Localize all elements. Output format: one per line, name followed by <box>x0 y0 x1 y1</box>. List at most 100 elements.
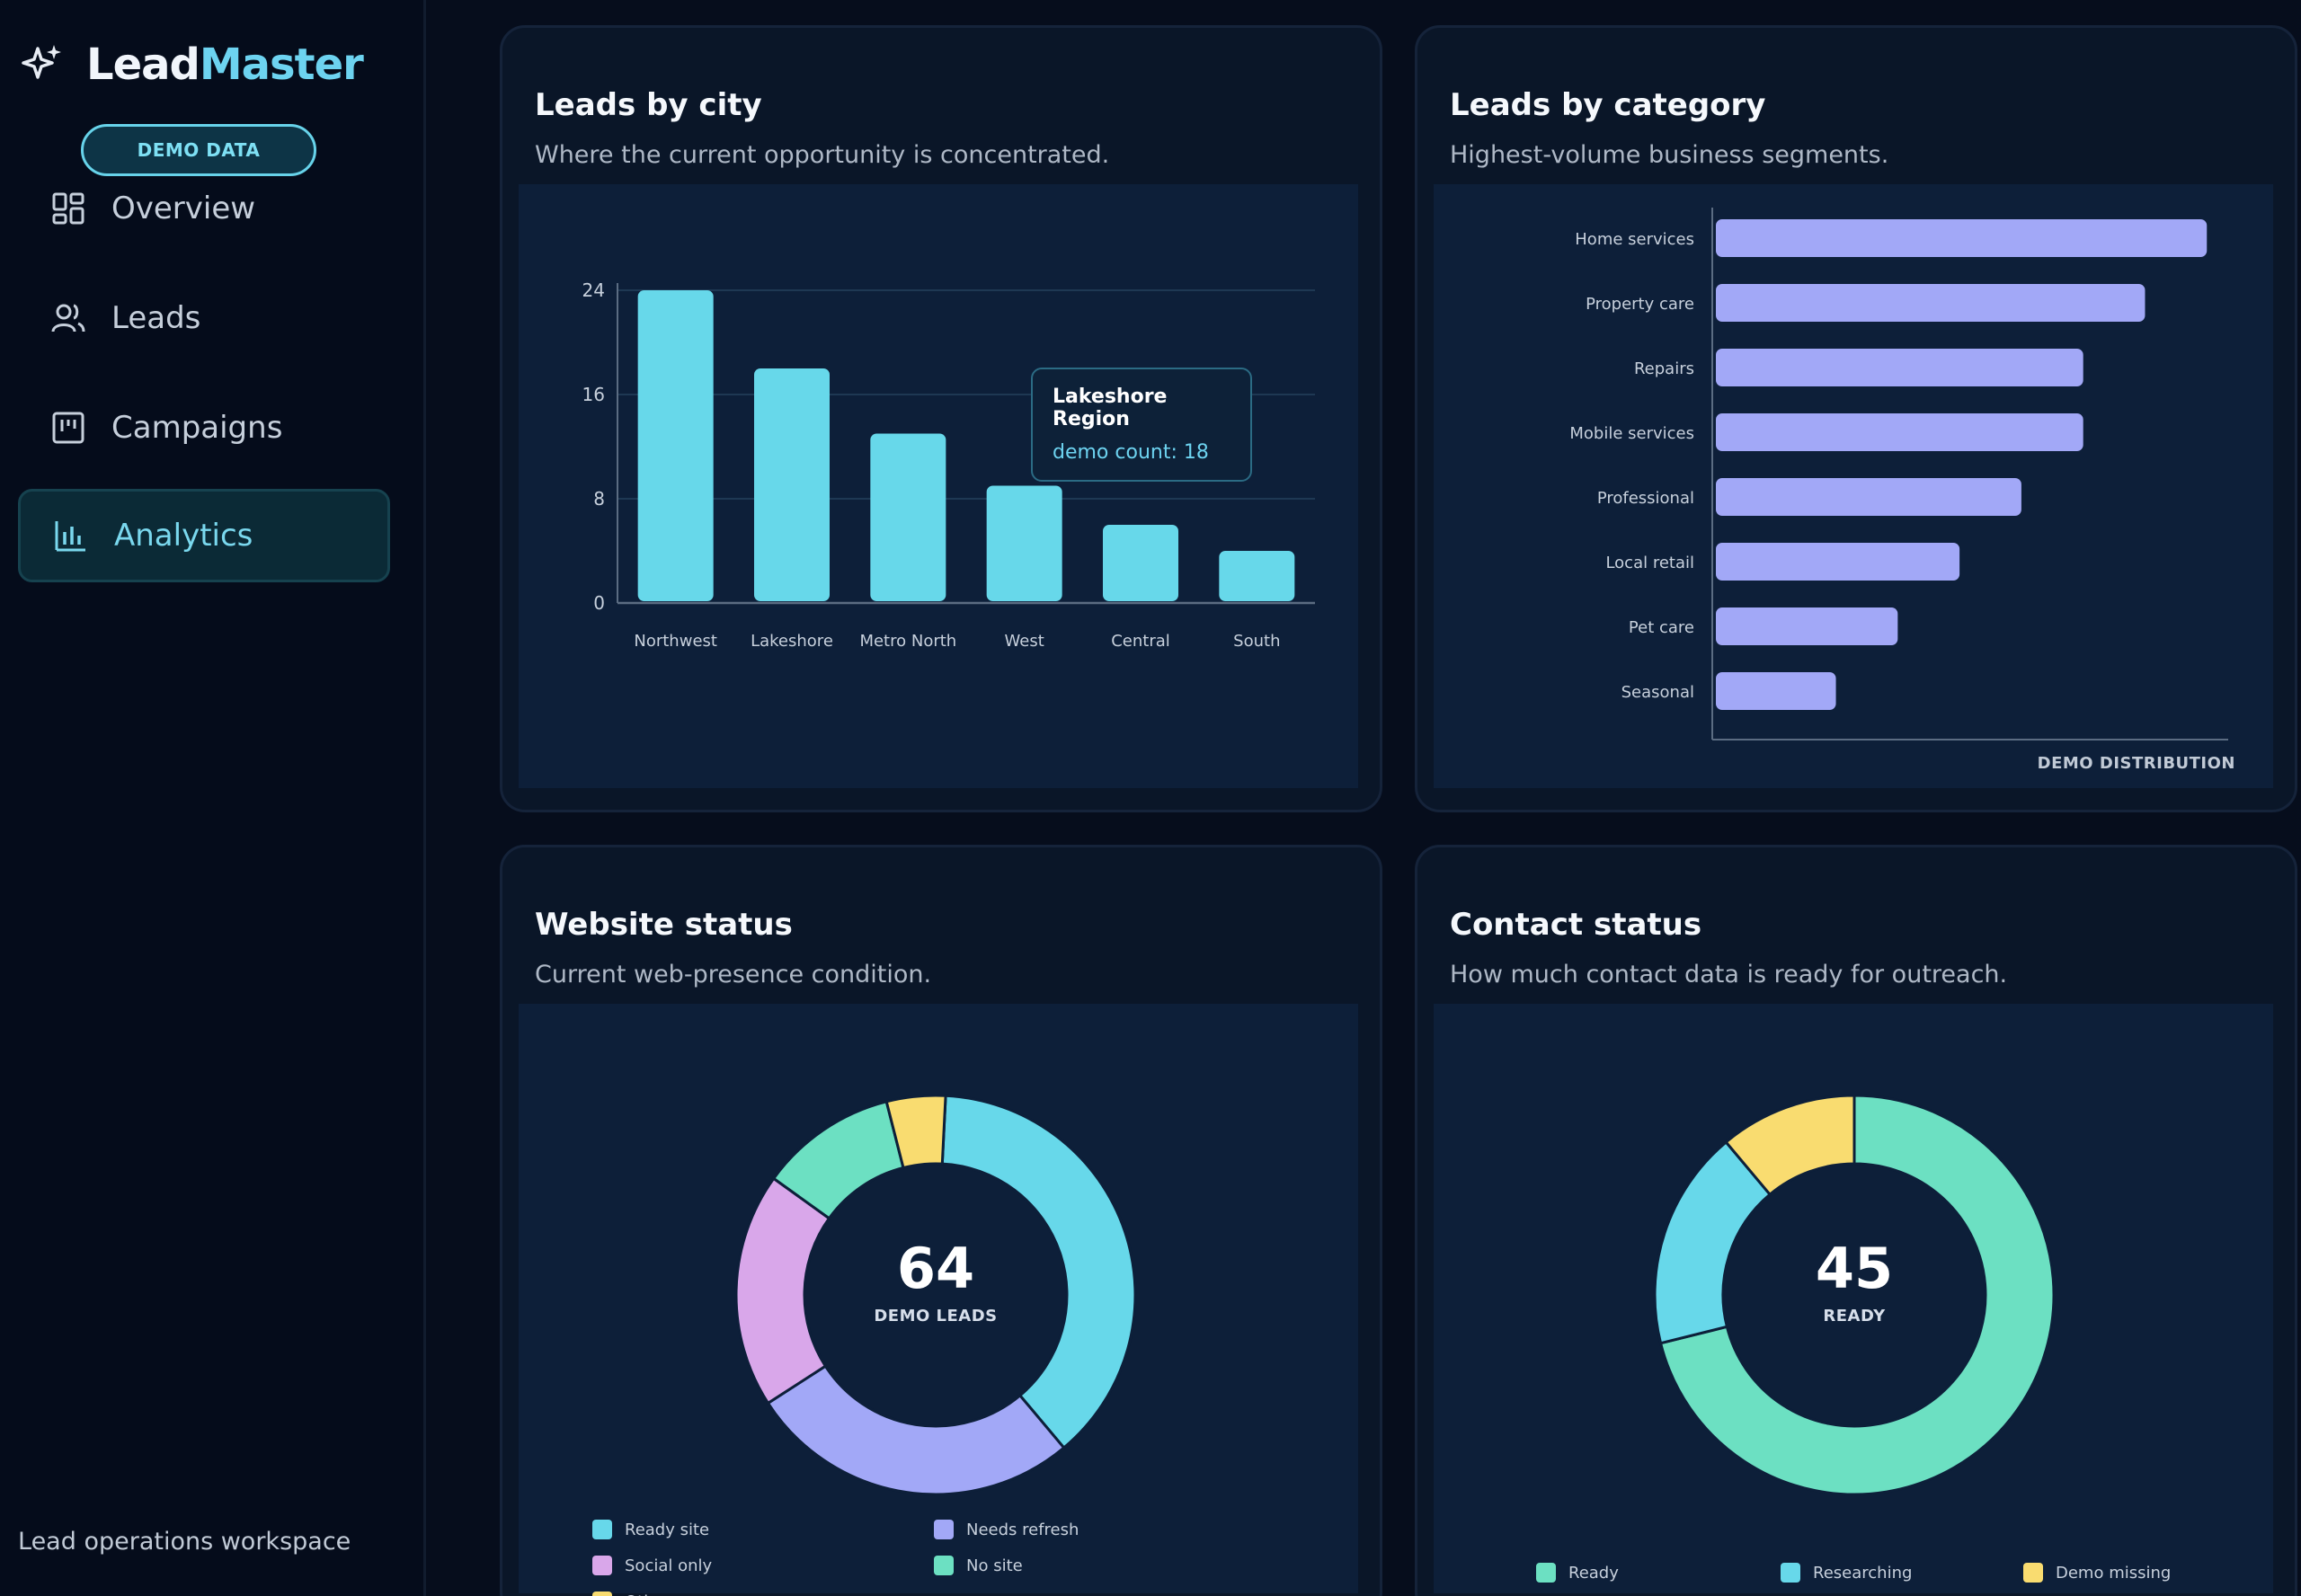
workspace-label: Lead operations workspace <box>18 1528 351 1556</box>
donut-center-contact: 45 READY <box>1746 1236 1962 1326</box>
category-bar-chart: Home services Property care Repairs Mobile … <box>1434 184 2273 788</box>
x-tick-label-northwest: Northwest <box>634 632 717 651</box>
panel-title-website: Website status <box>535 907 793 943</box>
contact-donut-chart: 45 READY Ready Researching Demo missing <box>1434 1004 2273 1593</box>
legend-item-social-only[interactable]: Social only <box>592 1556 712 1575</box>
nav-label-leads: Leads <box>111 300 201 336</box>
y-tick-label-home-services: Home services <box>1575 230 1694 249</box>
x-tick-label-metro-north: Metro North <box>859 632 956 651</box>
panel-title-contact: Contact status <box>1450 907 1702 943</box>
panel-leads-by-city: Leads by city Where the current opportun… <box>500 25 1382 812</box>
overview-grid-icon <box>52 192 84 225</box>
legend-label: Researching <box>1813 1563 1913 1583</box>
y-tick-label: 8 <box>593 488 605 510</box>
legend-item-no-site[interactable]: No site <box>934 1556 1023 1575</box>
bar-chart-icon <box>55 521 85 552</box>
slice-ready <box>1658 1094 2056 1496</box>
legend-item-demo-missing[interactable]: Demo missing <box>2023 1563 2171 1583</box>
bar-property-care <box>1716 284 2146 322</box>
legend-label: Other <box>625 1592 671 1596</box>
city-bar-chart: 0 8 16 24 Northwest Lakeshore Metro North West C… <box>519 184 1358 788</box>
sidebar: LeadMaster DEMO DATA Overview Leads <box>0 0 426 1596</box>
x-tick-label-west: West <box>1005 632 1044 651</box>
nav-item-analytics[interactable]: Analytics <box>18 489 390 582</box>
users-icon <box>51 304 85 332</box>
donut-total-website: 64 <box>896 1236 975 1301</box>
bar-south <box>1219 551 1295 601</box>
y-tick-label: 16 <box>582 384 605 405</box>
nav-label-campaigns: Campaigns <box>111 410 283 446</box>
legend-label: Demo missing <box>2056 1563 2172 1583</box>
bar-mobile-services <box>1716 413 2083 451</box>
y-tick-label-professional: Professional <box>1597 489 1694 508</box>
campaign-board-icon <box>52 412 84 444</box>
brand-name-lead: Lead <box>86 40 200 90</box>
legend-label: Needs refresh <box>966 1520 1079 1539</box>
brand-name-master: Master <box>199 40 364 90</box>
brand[interactable]: LeadMaster <box>18 40 364 90</box>
legend-item-researching[interactable]: Researching <box>1781 1563 1912 1583</box>
panel-title-city: Leads by city <box>535 87 762 123</box>
bar-professional <box>1716 478 2021 516</box>
legend-item-needs-refresh[interactable]: Needs refresh <box>934 1520 1079 1539</box>
panel-subtitle-website: Current web-presence condition. <box>535 961 932 989</box>
legend-item-other[interactable]: Other <box>592 1592 671 1596</box>
y-tick-label: 24 <box>582 279 605 301</box>
donut-label-website: DEMO LEADS <box>874 1307 998 1326</box>
slice-needs-refresh <box>766 1364 1066 1496</box>
tooltip-value: demo count: 18 <box>1053 441 1209 464</box>
panel-subtitle-category: Highest-volume business segments. <box>1450 141 1889 169</box>
y-tick-label-repairs: Repairs <box>1634 359 1694 378</box>
legend-label: Ready site <box>625 1520 710 1539</box>
slice-ready-site <box>940 1094 1137 1450</box>
bar-northwest <box>637 290 714 601</box>
nav-item-leads[interactable]: Leads <box>18 271 390 365</box>
slice-demo-missing <box>1724 1094 1856 1197</box>
nav-label-overview: Overview <box>111 191 256 226</box>
donut-total-contact: 45 <box>1815 1236 1894 1301</box>
legend-swatch <box>2023 1563 2043 1583</box>
legend-swatch <box>592 1556 612 1575</box>
chart-caption-demo-distribution: DEMO DISTRIBUTION <box>2037 754 2235 773</box>
legend-swatch <box>1781 1563 1800 1583</box>
bar-repairs <box>1716 349 2083 386</box>
bar-west <box>986 485 1062 601</box>
y-tick-label-property-care: Property care <box>1586 295 1694 314</box>
legend-swatch <box>592 1592 612 1596</box>
y-tick-label-mobile-services: Mobile services <box>1569 424 1694 443</box>
panel-website-status: Website status Current web-presence cond… <box>500 845 1382 1596</box>
legend-swatch <box>1536 1563 1556 1583</box>
legend-swatch <box>592 1520 612 1539</box>
x-tick-label-lakeshore: Lakeshore <box>751 632 833 651</box>
legend-item-ready[interactable]: Ready <box>1536 1563 1619 1583</box>
bar-metro-north <box>870 433 946 601</box>
bar-seasonal <box>1716 672 1836 710</box>
sparkle-logo-icon <box>22 45 61 79</box>
panel-subtitle-contact: How much contact data is ready for outre… <box>1450 961 2008 989</box>
website-donut-chart: 64 DEMO LEADS Ready site Needs refresh Soc… <box>519 1004 1358 1596</box>
bar-home-services <box>1716 219 2208 257</box>
nav-item-overview[interactable]: Overview <box>18 162 390 255</box>
panel-subtitle-city: Where the current opportunity is concent… <box>535 141 1110 169</box>
panel-leads-by-category: Leads by category Highest-volume busines… <box>1415 25 2297 812</box>
chart-tooltip: Lakeshore Region demo count: 18 <box>1031 368 1252 482</box>
legend-item-ready-site[interactable]: Ready site <box>592 1520 709 1539</box>
bar-pet-care <box>1716 607 1898 645</box>
x-tick-label-south: South <box>1233 632 1280 651</box>
bar-local-retail <box>1716 543 1960 581</box>
panel-contact-status: Contact status How much contact data is … <box>1415 845 2297 1596</box>
legend-label: No site <box>966 1556 1023 1575</box>
bar-lakeshore <box>754 368 830 601</box>
tooltip-title: Lakeshore Region <box>1053 386 1168 430</box>
legend-swatch <box>934 1520 954 1539</box>
slice-social-only <box>734 1176 831 1405</box>
legend-swatch <box>934 1556 954 1575</box>
nav-label-analytics: Analytics <box>114 518 253 554</box>
slice-other <box>884 1094 947 1170</box>
donut-label-contact: READY <box>1823 1307 1886 1326</box>
y-tick-label: 0 <box>593 592 605 614</box>
bar-central <box>1103 525 1178 601</box>
nav-item-campaigns[interactable]: Campaigns <box>18 381 390 474</box>
demo-data-badge: DEMO DATA <box>81 124 316 176</box>
